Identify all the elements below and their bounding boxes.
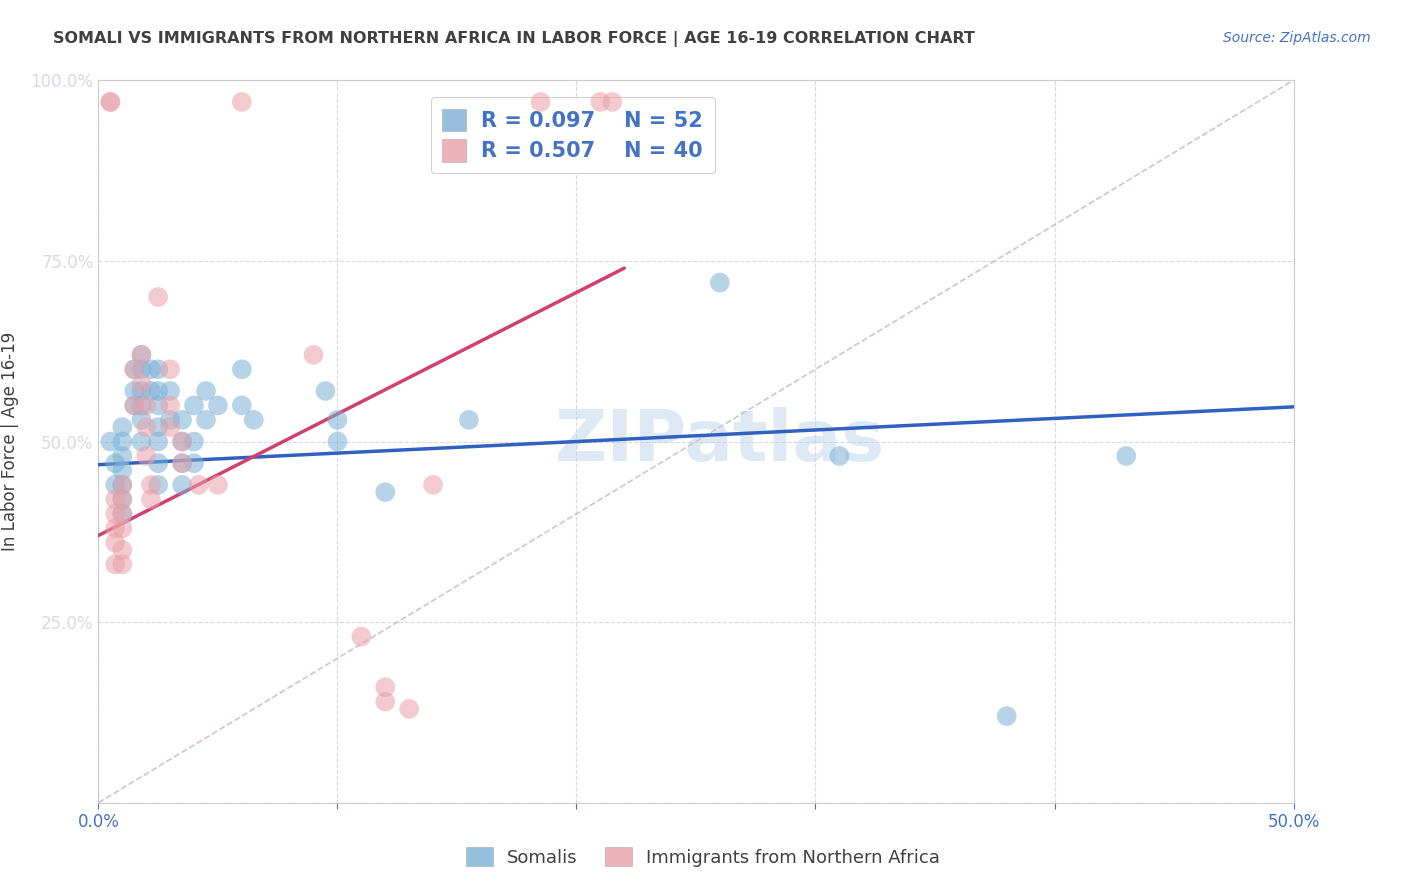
- Point: [183, 434, 205, 449]
- Legend: R = 0.097    N = 52, R = 0.507    N = 40: R = 0.097 N = 52, R = 0.507 N = 40: [430, 97, 714, 173]
- Legend: Somalis, Immigrants from Northern Africa: Somalis, Immigrants from Northern Africa: [458, 840, 948, 874]
- Point: [104, 535, 127, 549]
- Point: [111, 478, 134, 492]
- Point: [98, 95, 122, 109]
- Point: [98, 434, 122, 449]
- Point: [148, 478, 170, 492]
- Point: [111, 434, 134, 449]
- Point: [172, 456, 194, 470]
- Point: [398, 702, 420, 716]
- Point: [231, 398, 253, 412]
- Point: [104, 558, 127, 572]
- Point: [111, 542, 134, 557]
- Point: [131, 434, 153, 449]
- Point: [148, 456, 170, 470]
- Point: [135, 449, 157, 463]
- Point: [172, 434, 194, 449]
- Point: [111, 463, 134, 477]
- Point: [111, 478, 134, 492]
- Point: [374, 485, 396, 500]
- Point: [195, 413, 218, 427]
- Point: [159, 420, 181, 434]
- Point: [131, 413, 153, 427]
- Point: [207, 398, 229, 412]
- Point: [111, 492, 134, 507]
- Point: [243, 413, 266, 427]
- Point: [195, 384, 218, 398]
- Point: [148, 290, 170, 304]
- Point: [172, 478, 194, 492]
- Point: [111, 420, 134, 434]
- Point: [602, 95, 624, 109]
- Point: [172, 413, 194, 427]
- Point: [131, 348, 153, 362]
- Point: [148, 434, 170, 449]
- Point: [159, 413, 181, 427]
- Point: [159, 362, 181, 376]
- Point: [458, 413, 481, 427]
- Point: [111, 449, 134, 463]
- Point: [135, 420, 157, 434]
- Point: [111, 558, 134, 572]
- Point: [159, 398, 181, 412]
- Point: [1115, 449, 1137, 463]
- Point: [187, 478, 209, 492]
- Point: [172, 456, 194, 470]
- Point: [104, 507, 127, 521]
- Point: [207, 478, 229, 492]
- Point: [124, 398, 146, 412]
- Text: ZIPatlas: ZIPatlas: [555, 407, 884, 476]
- Point: [183, 456, 205, 470]
- Point: [104, 456, 127, 470]
- Point: [124, 362, 146, 376]
- Point: [350, 630, 373, 644]
- Point: [326, 434, 349, 449]
- Point: [231, 95, 253, 109]
- Text: Source: ZipAtlas.com: Source: ZipAtlas.com: [1223, 31, 1371, 45]
- Point: [111, 492, 134, 507]
- Point: [131, 348, 153, 362]
- Point: [326, 413, 349, 427]
- Point: [139, 492, 162, 507]
- Point: [104, 521, 127, 535]
- Point: [131, 398, 153, 412]
- Point: [315, 384, 337, 398]
- Point: [374, 695, 396, 709]
- Point: [111, 507, 134, 521]
- Point: [139, 384, 162, 398]
- Point: [374, 680, 396, 694]
- Point: [98, 95, 122, 109]
- Point: [104, 492, 127, 507]
- Point: [422, 478, 444, 492]
- Point: [135, 398, 157, 412]
- Point: [111, 521, 134, 535]
- Point: [231, 362, 253, 376]
- Point: [148, 420, 170, 434]
- Point: [589, 95, 612, 109]
- Point: [131, 376, 153, 391]
- Point: [124, 362, 146, 376]
- Y-axis label: In Labor Force | Age 16-19: In Labor Force | Age 16-19: [1, 332, 20, 551]
- Point: [709, 276, 731, 290]
- Point: [139, 478, 162, 492]
- Point: [139, 362, 162, 376]
- Point: [183, 398, 205, 412]
- Point: [148, 398, 170, 412]
- Point: [159, 384, 181, 398]
- Point: [148, 384, 170, 398]
- Point: [530, 95, 553, 109]
- Point: [104, 478, 127, 492]
- Point: [131, 384, 153, 398]
- Point: [148, 362, 170, 376]
- Point: [828, 449, 851, 463]
- Point: [995, 709, 1018, 723]
- Point: [111, 507, 134, 521]
- Point: [124, 398, 146, 412]
- Point: [124, 384, 146, 398]
- Text: SOMALI VS IMMIGRANTS FROM NORTHERN AFRICA IN LABOR FORCE | AGE 16-19 CORRELATION: SOMALI VS IMMIGRANTS FROM NORTHERN AFRIC…: [53, 31, 976, 47]
- Point: [131, 362, 153, 376]
- Point: [302, 348, 325, 362]
- Point: [172, 434, 194, 449]
